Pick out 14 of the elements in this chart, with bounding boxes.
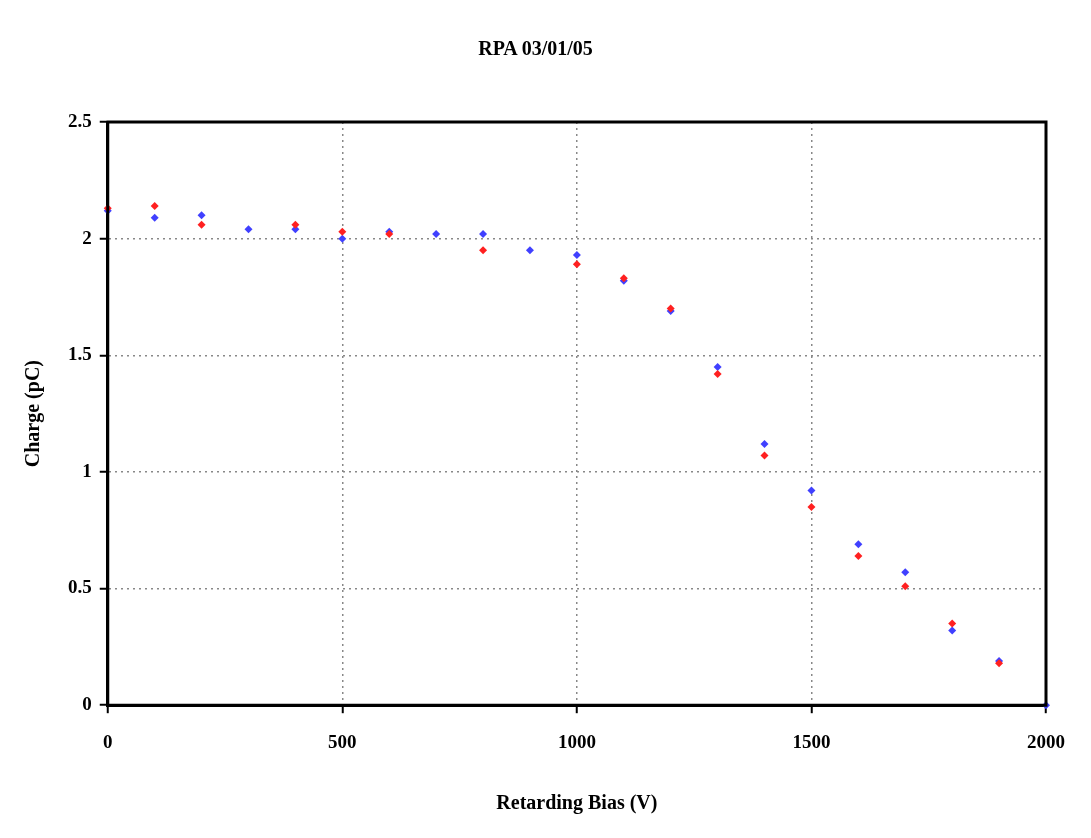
y-tick-label: 0: [82, 693, 92, 715]
y-tick-label: 1: [82, 459, 92, 481]
x-axis-title: Retarding Bias (V): [496, 791, 658, 815]
x-tick-label: 500: [328, 730, 357, 752]
x-tick-label: 2000: [1027, 730, 1065, 752]
y-tick-label: 2: [82, 226, 92, 248]
y-tick-label: 0.5: [68, 576, 92, 598]
x-tick-label: 1000: [557, 730, 596, 752]
y-tick-label: 2.5: [68, 109, 92, 131]
x-tick-label: 1500: [792, 730, 831, 752]
x-tick-label: 0: [103, 730, 113, 752]
y-axis-title: Charge (pC): [21, 359, 45, 468]
y-tick-label: 1.5: [68, 343, 92, 365]
chart-title: RPA 03/01/05: [478, 37, 593, 60]
